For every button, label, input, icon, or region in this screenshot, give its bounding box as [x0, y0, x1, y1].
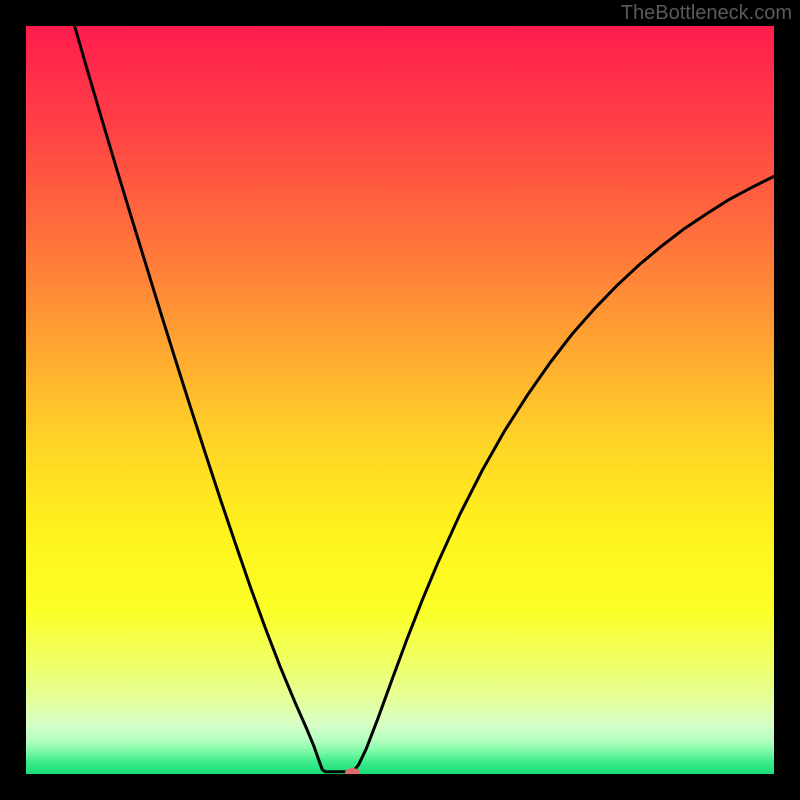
optimum-marker [345, 768, 360, 774]
curve-path [75, 26, 774, 772]
bottleneck-curve [26, 26, 774, 774]
plot-area [26, 26, 774, 774]
watermark-text: TheBottleneck.com [621, 2, 792, 25]
chart-container: TheBottleneck.com [0, 0, 800, 800]
